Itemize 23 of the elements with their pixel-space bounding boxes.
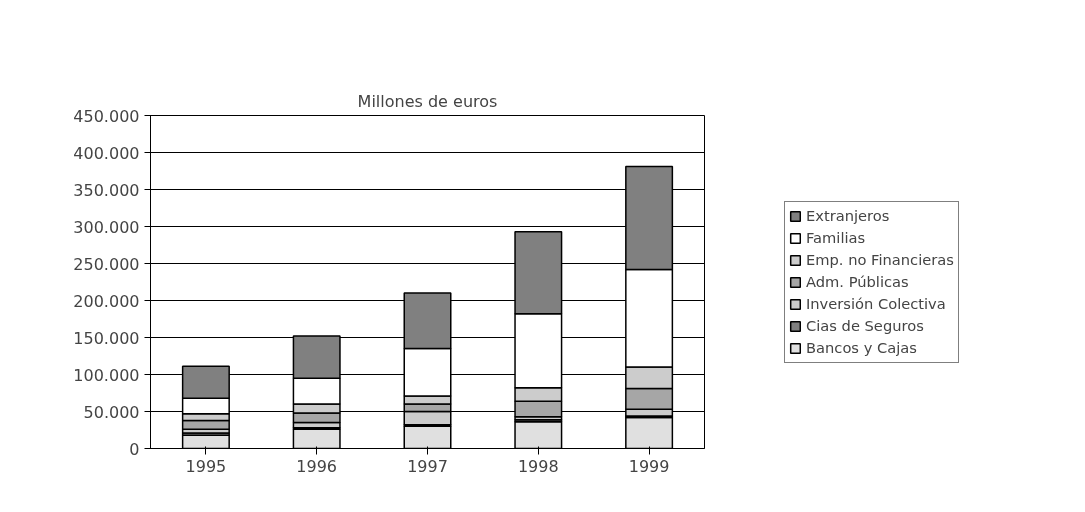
x-tick-label: 1997 <box>407 456 448 476</box>
legend-label: Emp. no Financieras <box>806 250 954 270</box>
y-tick-label: 400.000 <box>73 143 140 163</box>
x-tick-label: 1995 <box>185 456 227 476</box>
legend-label: Bancos y Cajas <box>806 338 917 358</box>
y-tick-label: 50.000 <box>83 402 140 422</box>
legend-label: Adm. Públicas <box>806 272 909 292</box>
x-tick-label: 1998 <box>517 456 559 476</box>
legend-label: Inversión Colectiva <box>806 294 946 314</box>
legend-label: Extranjeros <box>806 206 890 226</box>
y-tick-label: 150.000 <box>73 328 140 348</box>
y-tick-label: 200.000 <box>73 291 140 311</box>
y-tick-label: 100.000 <box>73 365 140 385</box>
chart-title: Millones de euros <box>357 91 498 111</box>
y-tick-label: 450.000 <box>73 106 140 126</box>
y-tick-label: 250.000 <box>73 254 140 274</box>
x-tick-label: 1996 <box>296 456 338 476</box>
x-tick-label: 1999 <box>628 456 670 476</box>
legend-label: Familias <box>806 228 866 248</box>
legend-label: Cias de Seguros <box>806 316 924 336</box>
y-tick-label: 0 <box>129 439 140 459</box>
y-tick-label: 350.000 <box>73 180 140 200</box>
y-tick-label: 300.000 <box>73 217 140 237</box>
